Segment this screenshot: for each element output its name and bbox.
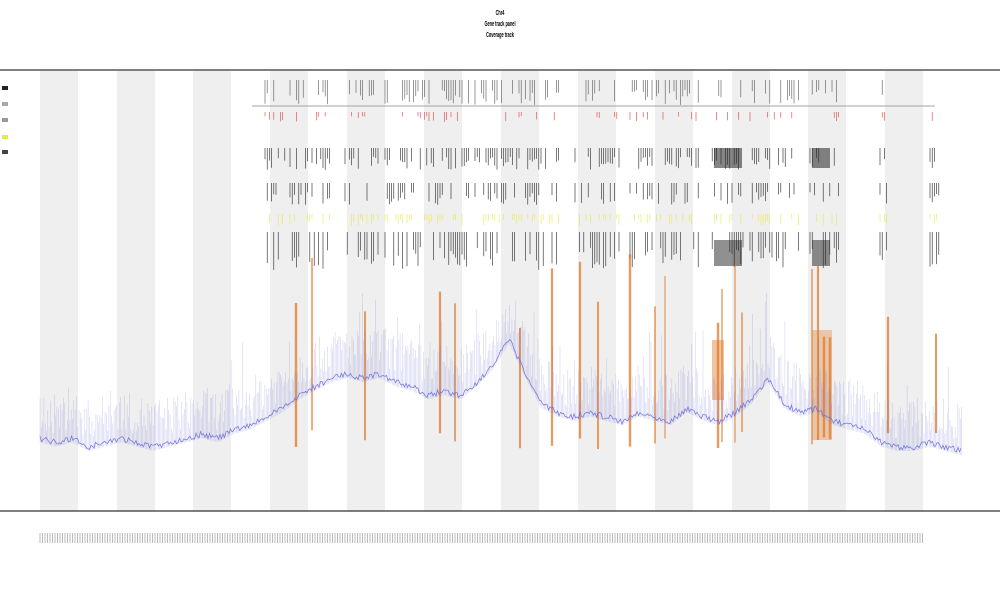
chart-title-line-3: Coverage track — [486, 32, 514, 39]
background-band — [424, 71, 462, 511]
chart-title-line-2: Gene track panel — [484, 21, 516, 28]
legend-swatch — [2, 102, 8, 106]
peak-cluster — [812, 330, 832, 440]
background-band — [732, 71, 770, 511]
dense-feature-block — [812, 148, 830, 168]
coverage-series — [39, 293, 962, 456]
background-bands — [40, 71, 923, 511]
x-tick-marks — [39, 533, 923, 543]
background-band — [193, 71, 231, 511]
coverage-line — [39, 339, 962, 453]
background-band — [808, 71, 846, 511]
background-band — [40, 71, 78, 511]
background-band — [270, 71, 308, 511]
feature-tracks — [264, 80, 940, 270]
chart-title-line-1: Chr4 — [495, 10, 505, 17]
legend-swatch — [2, 118, 8, 122]
peak-spikes — [294, 254, 938, 449]
background-band — [885, 71, 923, 511]
legend-swatch — [2, 86, 8, 90]
dense-feature-block — [714, 240, 742, 266]
dense-feature-block — [812, 240, 830, 266]
background-band — [347, 71, 385, 511]
background-band — [578, 71, 616, 511]
chart-title-block: Chr4 Gene track panel Coverage track — [0, 8, 1000, 41]
background-band — [655, 71, 693, 511]
legend-swatch — [2, 135, 8, 139]
peak-cluster — [712, 340, 724, 400]
dense-feature-block — [714, 148, 742, 168]
legend-marks — [2, 86, 8, 154]
legend-swatch — [2, 150, 8, 154]
